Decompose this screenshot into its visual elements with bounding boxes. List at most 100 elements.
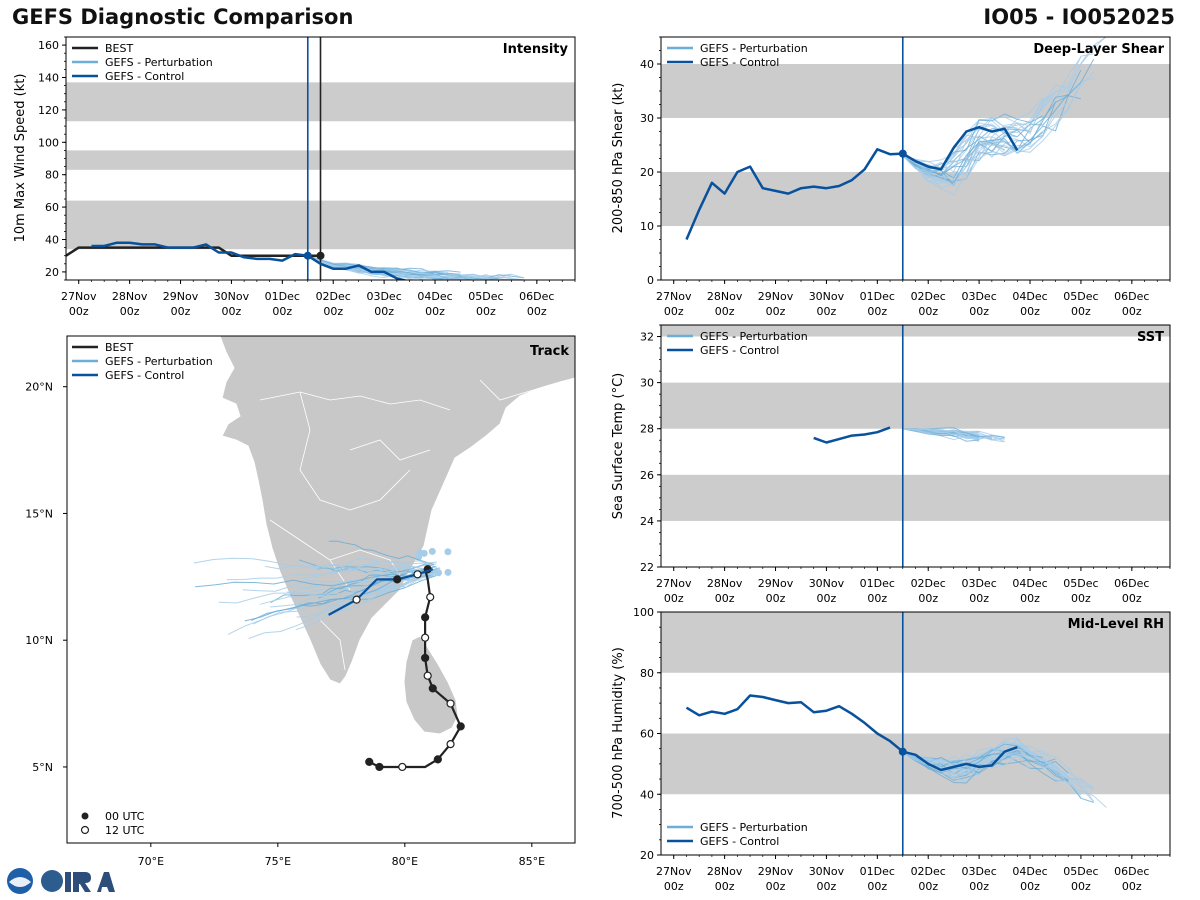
y-tick-label: 20 [640,166,654,179]
control-series-line [685,694,1018,772]
x-tick-label-date: 29Nov [163,290,199,303]
ensemble-track-line [195,573,431,588]
x-tick-label-hour: 00z [715,880,735,893]
x-tick-label-hour: 00z [867,592,887,605]
sst-frame [660,324,1171,568]
ensemble-member-line [902,428,980,442]
ensemble-track-line [250,567,440,622]
ensemble-track-marker [444,568,452,576]
ensemble-track-line [227,574,436,635]
x-tick-label-date: 04Dec [1012,290,1047,303]
threshold-band [661,382,1170,429]
legend-perturbation-label: GEFS - Perturbation [700,821,808,834]
threshold-band [661,612,1170,673]
x-tick-label-hour: 00z [476,305,496,318]
legend-perturbation-label: GEFS - Perturbation [700,330,808,343]
y-tick-label: 0 [647,274,654,287]
sst-ylabel: Sea Surface Temp (°C) [611,373,626,520]
track-frame [66,335,576,844]
track-ensemble [193,540,452,639]
x-tick-label-hour: 00z [918,880,938,893]
ensemble-member-line [902,745,1094,788]
y-tick-label: 40 [640,788,654,801]
x-tick-label-date: 03Dec [961,865,996,878]
sst-bands [661,325,1170,521]
y-tick-label: 30 [640,377,654,390]
best-track-marker-00utc [428,684,437,693]
ensemble-member-line [902,101,1069,189]
x-tick-label-date: 02Dec [316,290,351,303]
y-tick-label: 22 [640,561,654,574]
best-track-marker-00utc [421,613,430,622]
legend-00utc-label: 00 UTC [105,810,145,823]
best-track-marker-12utc [421,633,430,642]
intensity-title: Intensity [503,42,569,57]
control-track-marker-12utc [413,570,422,579]
x-tick-label-hour: 00z [1122,880,1142,893]
y-tick-label: 40 [640,58,654,71]
y-tick-label: 80 [640,667,654,680]
track-control [328,568,434,616]
ensemble-track-line [295,572,434,631]
x-tick-label-hour: 00z [1071,592,1091,605]
x-tick-label-hour: 00z [817,880,837,893]
x-tick-label-date: 03Dec [961,290,996,303]
ensemble-member-line [902,131,1044,179]
x-tick-label-date: 28Nov [707,865,743,878]
x-tick-label-hour: 00z [272,305,292,318]
x-tick-label-hour: 00z [1020,305,1040,318]
x-tick-label-hour: 00z [1122,592,1142,605]
ensemble-track-line [193,557,429,571]
y-tick-label: 40 [45,234,59,247]
control-series-line [91,241,409,280]
ensemble-member-line [902,743,1056,770]
y-tick-label: 60 [640,728,654,741]
x-tick-label-date: 30Nov [809,577,845,590]
x-tick-label-hour: 00z [664,880,684,893]
x-tick-label-hour: 00z [527,305,547,318]
x-tick-label-hour: 00z [969,305,989,318]
x-tick-label-date: 27Nov [656,865,692,878]
legend-12utc-label: 12 UTC [105,824,145,837]
control-init-marker [303,251,312,260]
best-track-marker-12utc [398,762,407,772]
x-tick-label-hour: 00z [918,305,938,318]
x-tick-label-date: 28Nov [112,290,148,303]
legend-00utc-marker [81,812,89,820]
ensemble-member-line [902,428,980,440]
y-tick-label: 120 [38,104,59,117]
track-panel: 70°E 75°E 80°E 85°E 5°N 10°N 15°N 20°N Track BE… [25,335,576,868]
x-tick-label-hour: 00z [374,305,394,318]
rh-x-axis: 27Nov 00z 28Nov 00z 29Nov 00z 30Nov 00z 01Dec 00z… [656,855,1171,893]
x-tick-label-date: 01Dec [265,290,300,303]
threshold-band [661,64,1170,118]
sst-x-axis: 27Nov 00z 28Nov 00z 29Nov 00z 30Nov 00z 01Dec 00z… [656,567,1171,605]
shear-bands [661,64,1170,226]
y-tick-label: 80 [45,169,59,182]
x-tick-label-hour: 00z [867,305,887,318]
y-tick-label: 24 [640,515,654,528]
x-tick-label-hour: 00z [664,305,684,318]
x-tick-label-date: 01Dec [860,577,895,590]
ensemble-track-line [306,560,429,573]
x-tick-label-hour: 00z [715,305,735,318]
x-tick-label-hour: 00z [1071,305,1091,318]
rh-bands [661,612,1170,795]
ensemble-member-line [902,71,1095,184]
legend-control-label: GEFS - Control [105,70,184,83]
x-tick-label-hour: 00z [1071,880,1091,893]
y-tick-label: 26 [640,469,654,482]
shear-title: Deep-Layer Shear [1033,42,1164,57]
legend-perturbation-label: GEFS - Perturbation [105,355,213,368]
best-track-marker-00utc [365,757,374,766]
x-tick-label-hour: 00z [918,592,938,605]
threshold-band [661,172,1170,226]
x-tick-label-date: 04Dec [1012,577,1047,590]
x-tick-label-date: 30Nov [214,290,250,303]
sst-panel: 22 24 26 28 30 32 27Nov 00z 28Nov 00z 29Nov 00z 30N… [611,324,1171,605]
legend-perturbation-label: GEFS - Perturbation [105,56,213,69]
rh-y-axis: 20 40 60 80 100 [633,606,661,862]
x-tick-label-date: 03Dec [961,577,996,590]
noaa-cira-logo [7,868,115,894]
x-tick-label-hour: 00z [867,880,887,893]
